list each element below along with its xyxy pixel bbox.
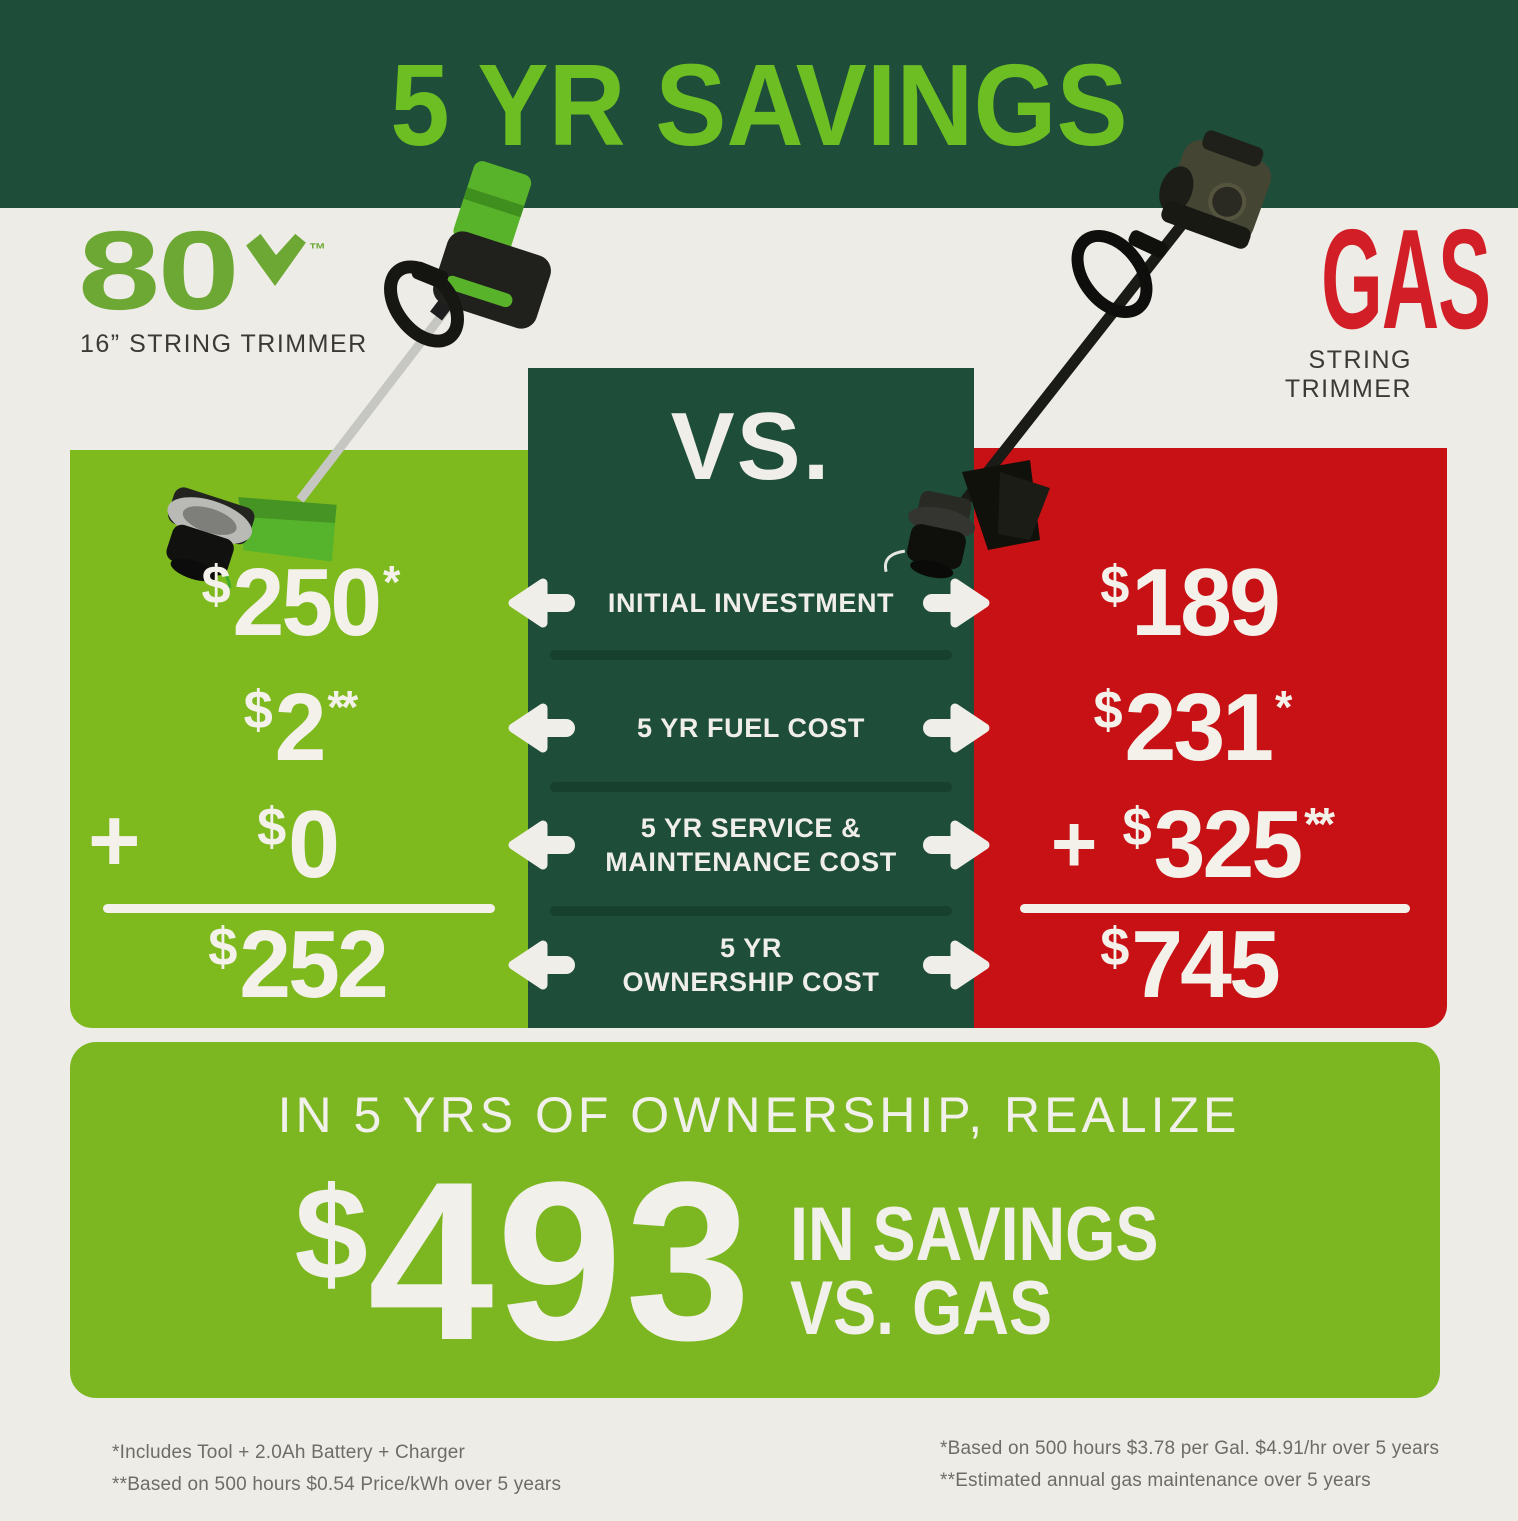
gas-initial-investment-value: $189: [1100, 549, 1281, 656]
savings-value: 493: [367, 1134, 754, 1387]
gas-ownership-cost-value: $745: [1100, 911, 1281, 1018]
battery-footnotes: *Includes Tool + 2.0Ah Battery + Charger…: [112, 1442, 562, 1495]
battery-initial-investment-value: $250 *: [201, 549, 400, 656]
battery-fuel-cost-value: $2 **: [243, 674, 359, 781]
arrow-right-icon: [923, 940, 990, 990]
brand-gas-logo: GAS: [1321, 200, 1491, 359]
gas-service-cost-value: + $325 **: [1050, 791, 1335, 898]
divider: [550, 906, 952, 916]
80v-check-icon: [246, 233, 306, 286]
arrow-left-icon: [508, 578, 575, 628]
comparison-column: [528, 368, 974, 1028]
gas-product-name: STRING TRIMMER: [1284, 346, 1412, 403]
dollar-sign: $: [294, 1160, 368, 1307]
gas-sum-rule: [1020, 904, 1410, 913]
savings-tagline: IN SAVINGS VS. GAS: [789, 1192, 1159, 1351]
row-label-service-maintenance: 5 YR SERVICE & MAINTENANCE COST: [605, 813, 897, 877]
arrow-left-icon: [508, 940, 575, 990]
arrow-left-icon: [508, 703, 575, 753]
gas-plus-sign: +: [1050, 799, 1098, 890]
arrow-left-icon: [508, 820, 575, 870]
battery-product-name: 16” STRING TRIMMER: [80, 330, 368, 358]
divider: [550, 650, 952, 660]
battery-trimmer-image: [166, 161, 551, 588]
battery-sum-rule: [103, 904, 495, 913]
arrow-right-icon: [923, 820, 990, 870]
brand-80v-logo: 80 ™: [78, 208, 326, 333]
battery-service-cost-value: $0: [257, 791, 340, 898]
savings-amount: $ 493 IN SAVINGS VS. GAS: [0, 1134, 1518, 1387]
page-title: 5 YR SAVINGS: [390, 40, 1128, 170]
vs-label: VS.: [670, 393, 832, 500]
divider: [550, 782, 952, 792]
gas-trimmer-image: [883, 130, 1272, 579]
arrow-right-icon: [923, 578, 990, 628]
savings-summary-box: [70, 1042, 1440, 1398]
gas-footnotes: *Based on 500 hours $3.78 per Gal. $4.91…: [940, 1438, 1440, 1491]
battery-plus-sign: +: [88, 791, 141, 891]
arrow-right-icon: [923, 703, 990, 753]
savings-headline: IN 5 YRS OF OWNERSHIP, REALIZE: [277, 1087, 1241, 1143]
gas-cost-panel: [974, 448, 1447, 1028]
row-label-ownership-cost: 5 YR OWNERSHIP COST: [622, 933, 880, 997]
80v-number: 80: [78, 208, 240, 333]
gas-fuel-cost-value: $231 *: [1093, 674, 1292, 781]
row-label-fuel-cost: 5 YR FUEL COST: [637, 713, 865, 743]
row-label-initial-investment: INITIAL INVESTMENT: [607, 588, 895, 618]
trademark-symbol: ™: [309, 240, 326, 259]
battery-ownership-cost-value: $252: [208, 911, 389, 1018]
